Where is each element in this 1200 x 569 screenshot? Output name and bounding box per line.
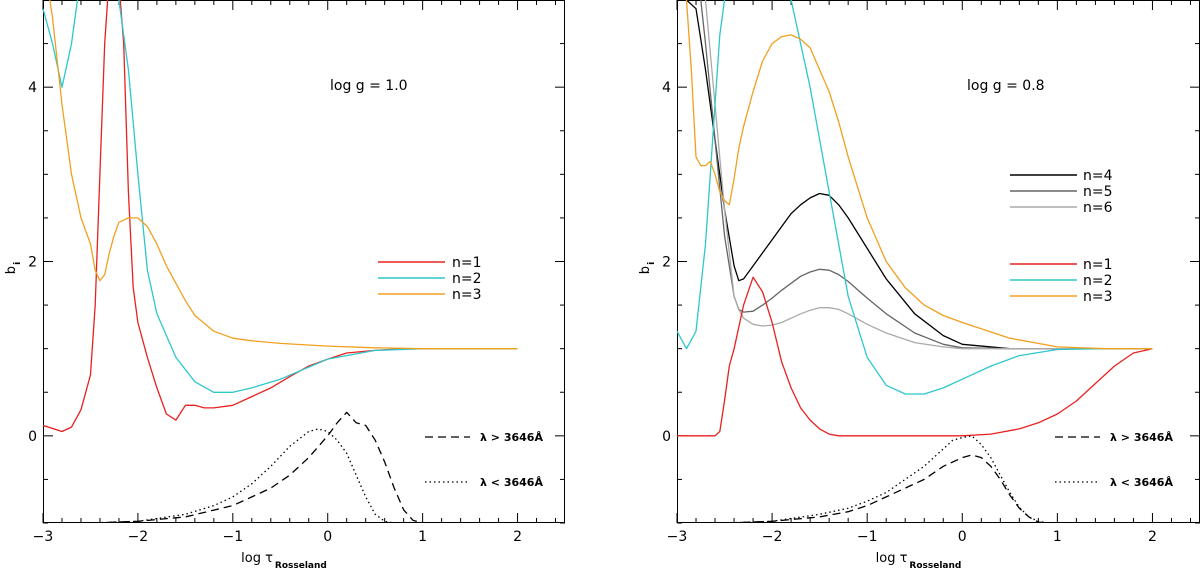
y-axis-label-main: b: [4, 266, 19, 274]
y-axis-label-sub: i: [647, 262, 657, 265]
x-axis-label-main: log τ: [876, 551, 908, 566]
legend-label: n=6: [1083, 200, 1113, 216]
x-tick-label: −1: [222, 529, 243, 545]
y-tick-label: 4: [28, 80, 37, 96]
legend-label: n=2: [1083, 273, 1113, 289]
x-axis-label-main: log τ: [241, 551, 273, 566]
series-line-n-3: [49, 0, 518, 350]
x-tick-label: −2: [762, 529, 783, 545]
gravity-annotation: log g = 0.8: [967, 78, 1045, 94]
y-axis-label-main: b: [638, 266, 653, 274]
x-tick-label: −3: [667, 529, 688, 545]
gravity-annotation: log g = 1.0: [330, 78, 408, 94]
line-style-label: λ > 3646Å: [480, 431, 543, 444]
legend-label: n=1: [452, 255, 482, 271]
legend-label: n=5: [1083, 184, 1113, 200]
x-tick-label: 1: [1053, 529, 1062, 545]
y-tick-label: 0: [28, 429, 37, 445]
right-panel: −3 −2 −1 0 1 2 0 2 4 log τ Rosseland bi log g = 0.8 n…: [638, 0, 1200, 569]
x-axis-label: log τ Rosseland: [241, 551, 327, 569]
y-axis-label-sub: i: [13, 262, 23, 265]
x-axis-label-sub: Rosseland: [275, 561, 327, 569]
series-line-n-4: [686, 0, 1153, 350]
x-tick-label: 1: [418, 529, 427, 545]
series-line--3646-: [43, 411, 423, 523]
x-tick-label: 0: [323, 529, 332, 545]
legend-label: n=4: [1083, 168, 1113, 184]
y-axis-label: bi: [638, 262, 657, 274]
x-tick-label: 0: [958, 529, 967, 545]
series-line-n-2: [677, 0, 1153, 395]
series-line-n-3: [685, 0, 1153, 350]
legend-label: n=3: [1083, 289, 1113, 305]
line-style-label: λ < 3646Å: [1110, 476, 1173, 489]
x-tick-label: −2: [128, 529, 149, 545]
x-tick-label: −3: [33, 529, 54, 545]
x-tick-label: 2: [513, 529, 522, 545]
line-style-label: λ > 3646Å: [1110, 431, 1173, 444]
x-axis-label-sub: Rosseland: [909, 561, 961, 569]
y-axis-label: bi: [4, 262, 23, 274]
left-panel: −3 −2 −1 0 1 2 0 2 4 log τ Rosseland bi log g = 1.0 n…: [4, 0, 565, 569]
y-tick-label: 4: [662, 80, 671, 96]
series-line--3646-: [677, 435, 1049, 523]
series-line-n-6: [704, 0, 1153, 350]
legend-label: n=3: [452, 287, 482, 303]
y-tick-label: 2: [662, 255, 671, 271]
y-tick-label: 2: [28, 255, 37, 271]
plot-frame: [43, 0, 565, 523]
legend-label: n=2: [452, 271, 482, 287]
series-line--3646-: [677, 454, 1048, 523]
x-tick-label: −1: [857, 529, 878, 545]
legend-label: n=1: [1083, 257, 1113, 273]
y-tick-label: 0: [662, 429, 671, 445]
series-line-n-1: [677, 276, 1153, 437]
line-style-label: λ < 3646Å: [480, 476, 543, 489]
series-line-n-2: [43, 0, 518, 393]
x-tick-label: 2: [1148, 529, 1157, 545]
x-axis-label: log τ Rosseland: [876, 551, 962, 569]
series-line-n-1: [43, 0, 518, 433]
